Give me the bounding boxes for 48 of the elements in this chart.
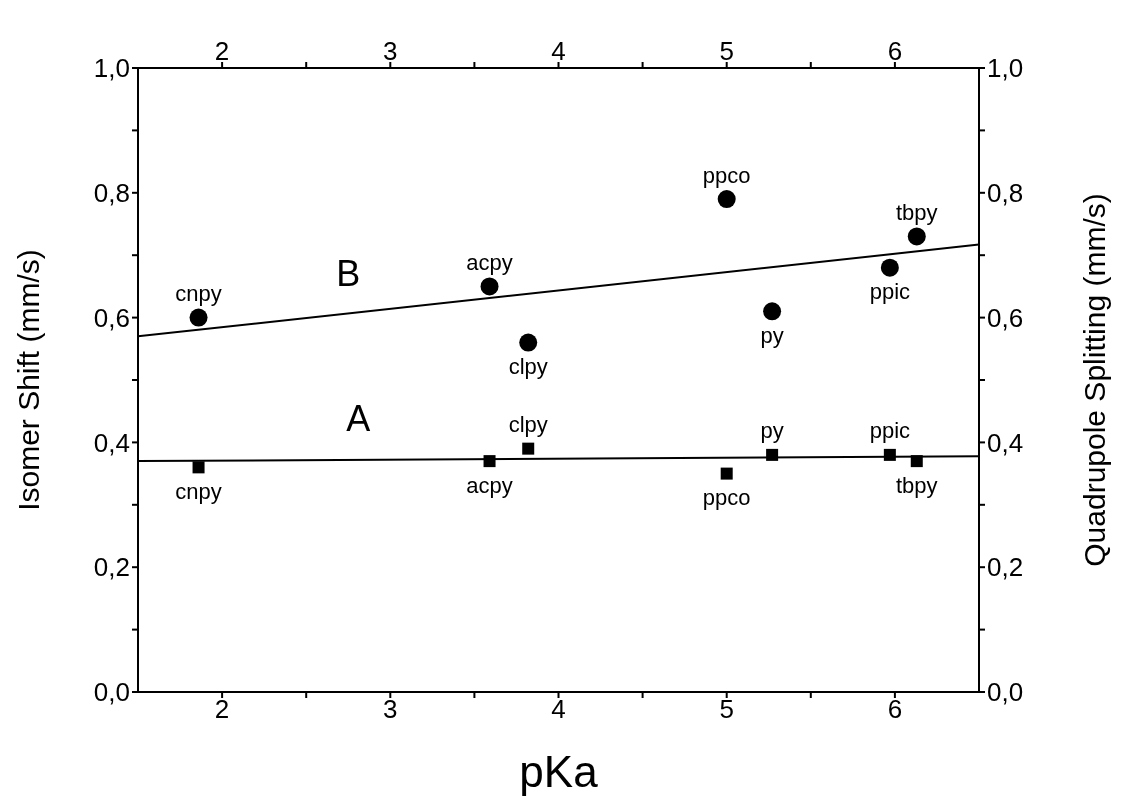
y2-tick-label: 0,8 [987, 178, 1024, 209]
point [717, 190, 736, 209]
annotation: cnpy [175, 478, 222, 504]
x2-tick-label: 4 [551, 694, 566, 725]
y-tick-label: 1,0 [93, 53, 130, 84]
annotation: ppic [869, 279, 911, 305]
x2-tick-label: 3 [383, 694, 398, 725]
x-tick-label: 4 [551, 36, 566, 66]
y2-tick-label: 1,0 [987, 53, 1024, 84]
annotation: py [760, 322, 784, 348]
point [880, 258, 899, 277]
annotation: acpy [466, 249, 513, 275]
x-tick-label: 6 [887, 36, 903, 66]
x-axis-title: pKa [519, 747, 599, 796]
point [189, 308, 208, 327]
annotation: ppco [702, 162, 751, 188]
y2-axis-title: Quadrupole Splitting (mm/s) [1077, 193, 1111, 567]
annotation: acpy [466, 472, 513, 498]
y-axis-title: Isomer Shift (mm/s) [11, 249, 45, 511]
annotation: ppco [702, 485, 751, 511]
x2-tick-label: 5 [719, 694, 734, 725]
annotation: B [336, 253, 361, 295]
y-tick-label: 0,4 [93, 427, 130, 458]
annotation: tbpy [895, 472, 938, 498]
x2-tick-label: 6 [887, 694, 903, 725]
y2-tick-label: 0,4 [987, 427, 1024, 458]
y2-tick-label: 0,6 [987, 302, 1024, 333]
point [763, 302, 782, 321]
annotation: tbpy [895, 199, 938, 225]
annotation: cnpy [175, 281, 222, 307]
point [907, 227, 926, 246]
annotation: ppic [869, 418, 911, 444]
annotation: A [346, 398, 371, 440]
x-tick-label: 5 [719, 36, 734, 66]
point [480, 277, 499, 296]
annotation: clpy [508, 412, 548, 438]
point [519, 333, 538, 352]
y-tick-label: 0,6 [93, 302, 130, 333]
x-tick-label: 3 [383, 36, 398, 66]
y2-tick-label: 0,0 [987, 677, 1024, 708]
annotation: py [760, 418, 784, 444]
y2-tick-label: 0,2 [987, 552, 1024, 583]
annotation: clpy [508, 354, 548, 380]
x2-tick-label: 2 [214, 694, 230, 725]
y-tick-label: 0,0 [93, 677, 130, 708]
y-tick-label: 0,2 [93, 552, 130, 583]
y-tick-label: 0,8 [93, 178, 130, 209]
x-tick-label: 2 [214, 36, 230, 66]
